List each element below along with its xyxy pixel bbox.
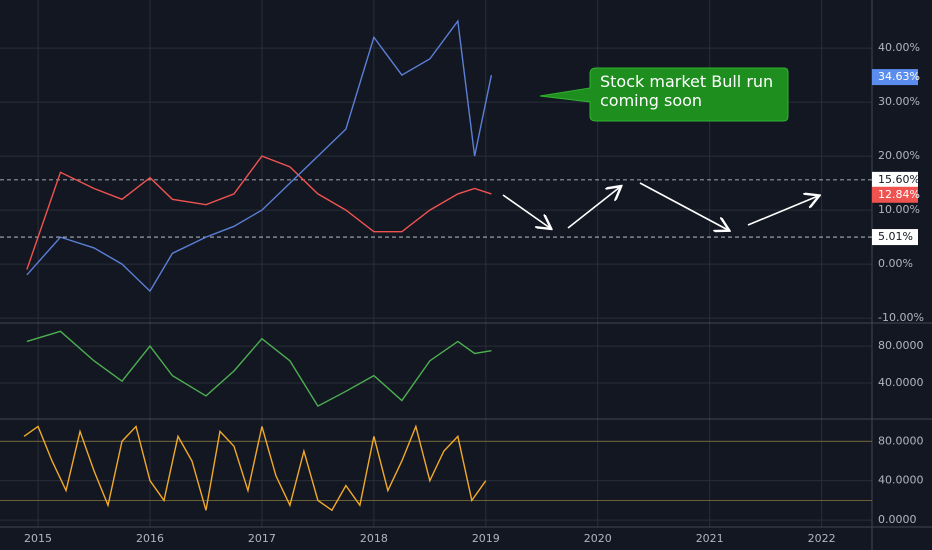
x-tick-label: 2015 <box>24 532 52 545</box>
arrow <box>747 196 818 226</box>
level-label: 5.01% <box>878 230 913 243</box>
x-tick-label: 2018 <box>360 532 388 545</box>
y-tick-label: 20.00% <box>878 149 920 162</box>
arrow <box>567 187 620 229</box>
price-label-box <box>872 186 918 203</box>
annotation: Stock market Bull run coming soon <box>600 72 774 110</box>
y-tick-label: 30.00% <box>878 95 920 108</box>
series-line <box>26 19 493 293</box>
y-tick-label: 40.00% <box>878 41 920 54</box>
series-line <box>26 155 492 270</box>
y-tick-label: 0.00% <box>878 257 913 270</box>
level-label-box <box>872 171 918 188</box>
x-tick-label: 2022 <box>808 532 836 545</box>
arrow <box>639 182 728 230</box>
y-tick-label: 0.0000 <box>878 513 917 526</box>
level-label-box <box>872 229 918 246</box>
level-label: 15.60% <box>878 173 920 186</box>
series-line <box>23 424 487 512</box>
y-tick-label: 10.00% <box>878 203 920 216</box>
price-label-box <box>872 69 918 86</box>
y-tick-label: 80.0000 <box>878 339 924 352</box>
y-tick-label: 40.0000 <box>878 376 924 389</box>
price-label: 12.84% <box>878 188 920 201</box>
forecast-arrows <box>502 182 818 230</box>
x-tick-label: 2020 <box>584 532 612 545</box>
x-tick-label: 2021 <box>696 532 724 545</box>
y-tick-label: 80.0000 <box>878 434 924 447</box>
x-tick-label: 2016 <box>136 532 164 545</box>
arrow <box>502 194 550 228</box>
x-tick-label: 2017 <box>248 532 276 545</box>
callout-box <box>539 67 789 122</box>
y-tick-label: -10.00% <box>878 311 924 324</box>
series-line <box>26 330 492 408</box>
x-tick-label: 2019 <box>472 532 500 545</box>
y-tick-label: 40.0000 <box>878 474 924 487</box>
price-label: 34.63% <box>878 70 920 83</box>
